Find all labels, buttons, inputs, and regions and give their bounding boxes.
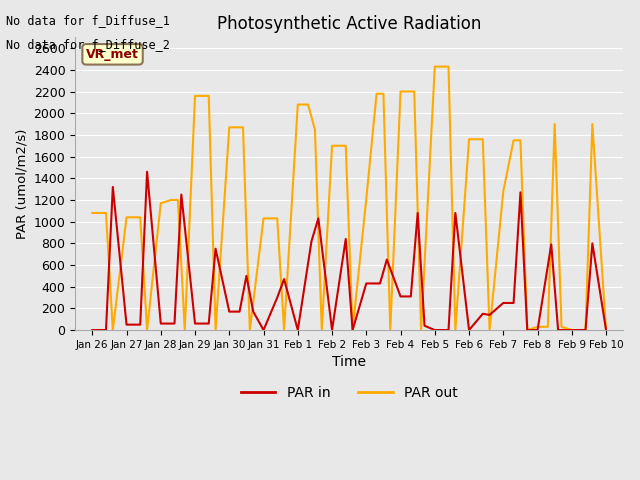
Text: No data for f_Diffuse_2: No data for f_Diffuse_2 <box>6 38 170 51</box>
Text: No data for f_Diffuse_1: No data for f_Diffuse_1 <box>6 14 170 27</box>
Text: VR_met: VR_met <box>86 48 139 61</box>
X-axis label: Time: Time <box>332 355 366 369</box>
Y-axis label: PAR (umol/m2/s): PAR (umol/m2/s) <box>15 129 28 239</box>
Title: Photosynthetic Active Radiation: Photosynthetic Active Radiation <box>217 15 481 33</box>
Legend: PAR in, PAR out: PAR in, PAR out <box>236 380 463 405</box>
